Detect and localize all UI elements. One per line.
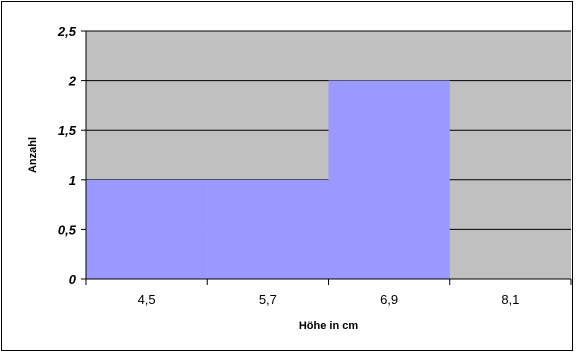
x-axis-title: Höhe in cm <box>299 320 359 332</box>
y-axis-title: Anzahl <box>27 137 39 173</box>
y-tick-label: 1 <box>69 173 76 188</box>
x-tick-label: 6,9 <box>380 292 398 307</box>
y-tick-label: 2 <box>68 74 77 89</box>
bar-5-7 <box>207 179 329 279</box>
bar-4-5 <box>86 179 208 279</box>
y-tick-label: 1,5 <box>58 123 77 138</box>
bar-6-9 <box>328 80 450 279</box>
x-tick-label: 4,5 <box>138 292 156 307</box>
bars <box>86 80 450 279</box>
y-tick-labels: 0 0,5 1 1,5 2 2,5 <box>57 24 86 287</box>
x-tick-label: 5,7 <box>259 292 277 307</box>
x-tick-labels: 4,5 5,7 6,9 8,1 <box>85 279 572 307</box>
y-tick-label: 0 <box>69 272 77 287</box>
y-tick-label: 2,5 <box>57 24 77 39</box>
x-tick-label: 8,1 <box>501 292 519 307</box>
y-tick-label: 0,5 <box>58 222 77 237</box>
